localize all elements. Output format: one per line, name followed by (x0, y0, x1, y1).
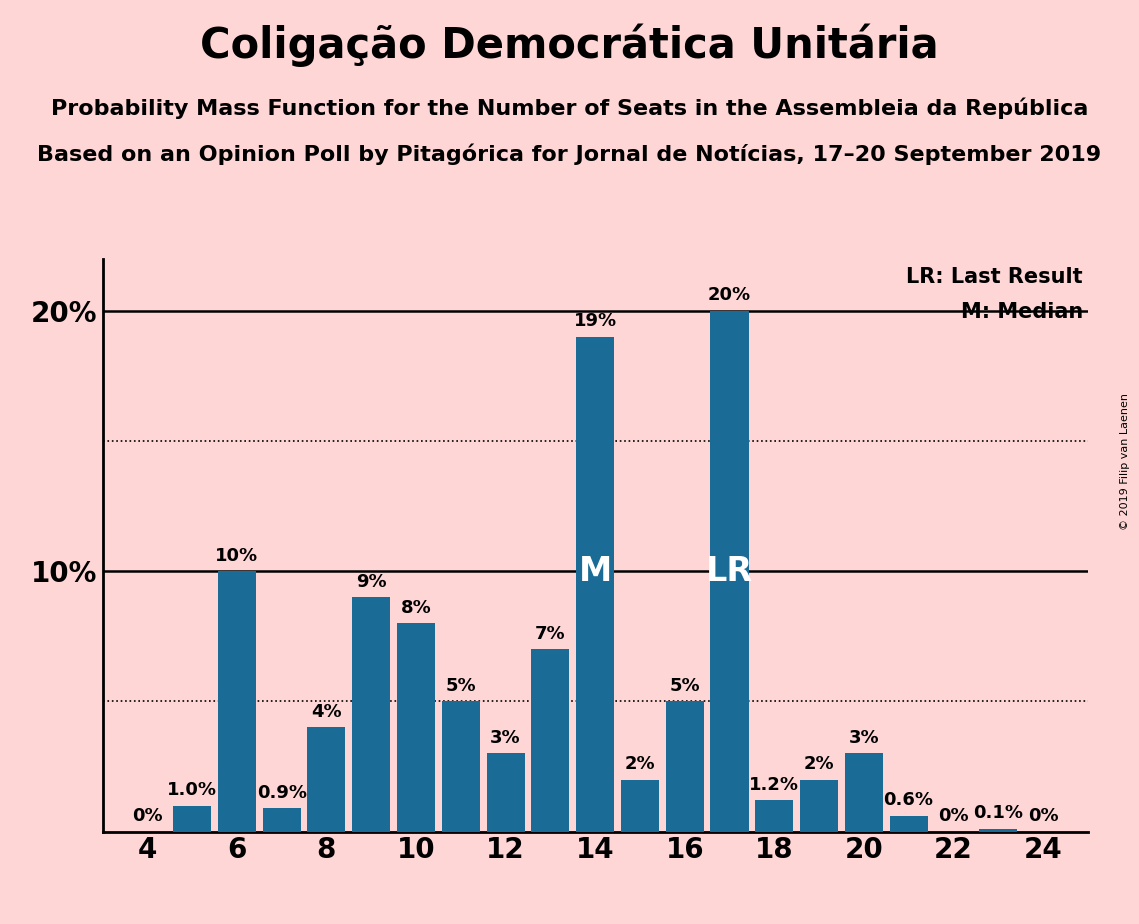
Bar (352, 597, 391, 832)
Text: 2%: 2% (804, 755, 835, 773)
Text: 7%: 7% (535, 625, 566, 643)
Bar (845, 753, 883, 832)
Text: 9%: 9% (355, 573, 386, 590)
Bar (890, 816, 927, 832)
Bar (442, 701, 480, 832)
Bar (218, 571, 256, 832)
Bar (665, 701, 704, 832)
Text: 0%: 0% (132, 807, 163, 825)
Bar (173, 806, 211, 832)
Text: 0.1%: 0.1% (973, 805, 1023, 822)
Text: Based on an Opinion Poll by Pitagórica for Jornal de Notícias, 17–20 September 2: Based on an Opinion Poll by Pitagórica f… (38, 143, 1101, 164)
Bar (621, 780, 659, 832)
Text: 20%: 20% (708, 286, 751, 304)
Bar (398, 624, 435, 832)
Text: LR: Last Result: LR: Last Result (907, 267, 1083, 287)
Bar (800, 780, 838, 832)
Text: 4%: 4% (311, 703, 342, 721)
Bar (755, 800, 793, 832)
Bar (486, 753, 525, 832)
Text: 10%: 10% (215, 547, 259, 565)
Bar (576, 337, 614, 832)
Bar (308, 727, 345, 832)
Text: © 2019 Filip van Laenen: © 2019 Filip van Laenen (1120, 394, 1130, 530)
Text: 8%: 8% (401, 599, 432, 617)
Bar (980, 829, 1017, 832)
Text: Probability Mass Function for the Number of Seats in the Assembleia da República: Probability Mass Function for the Number… (51, 97, 1088, 118)
Text: 5%: 5% (445, 677, 476, 695)
Text: LR: LR (706, 554, 753, 588)
Text: M: M (579, 554, 612, 588)
Bar (711, 310, 748, 832)
Text: 0.9%: 0.9% (256, 784, 306, 802)
Text: 19%: 19% (574, 312, 616, 331)
Text: Coligação Democrática Unitária: Coligação Democrática Unitária (200, 23, 939, 67)
Bar (531, 650, 570, 832)
Text: 1.0%: 1.0% (167, 781, 218, 799)
Text: 0%: 0% (939, 807, 968, 825)
Text: 2%: 2% (624, 755, 655, 773)
Text: M: Median: M: Median (960, 301, 1083, 322)
Text: 0.6%: 0.6% (884, 792, 934, 809)
Text: 5%: 5% (670, 677, 700, 695)
Text: 1.2%: 1.2% (749, 776, 800, 794)
Text: 3%: 3% (490, 729, 521, 747)
Bar (263, 808, 301, 832)
Text: 0%: 0% (1027, 807, 1058, 825)
Text: 3%: 3% (849, 729, 879, 747)
